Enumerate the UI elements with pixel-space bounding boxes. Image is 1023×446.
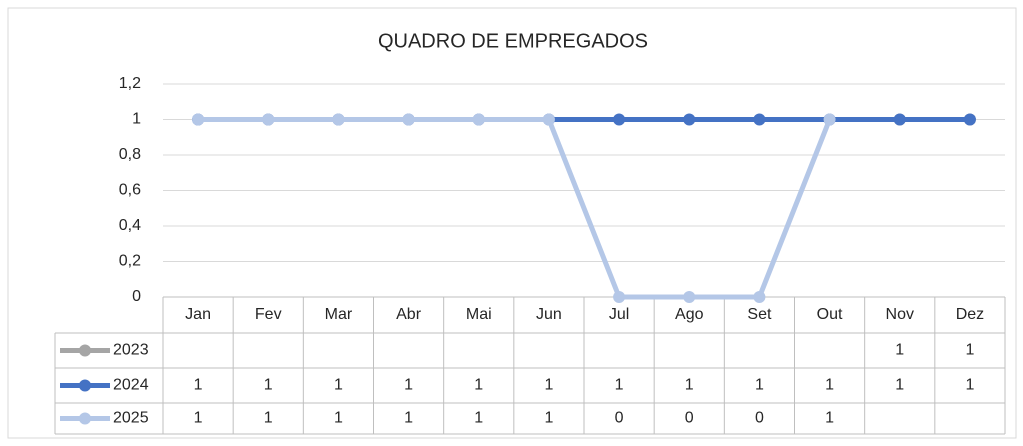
x-tick-label: Jul: [609, 306, 629, 323]
point: [402, 113, 415, 126]
table-cell: 1: [194, 377, 203, 394]
table-cell: 1: [965, 377, 974, 394]
table-cell: 0: [685, 410, 694, 427]
chart-border: [7, 7, 1017, 439]
point: [963, 113, 976, 126]
legend-label: 2025: [113, 410, 149, 427]
table-cell: 1: [334, 410, 343, 427]
y-tick-label: 0,6: [119, 182, 141, 199]
table-cell: 1: [404, 377, 413, 394]
table-cell: 1: [404, 410, 413, 427]
legend-key-marker: [79, 344, 91, 357]
legend-key-marker: [79, 412, 91, 425]
x-tick-label: Dez: [956, 306, 984, 323]
point: [472, 113, 485, 126]
legend-key-marker: [79, 379, 91, 392]
table-cell: 1: [544, 377, 553, 394]
series-line: [198, 117, 832, 300]
y-tick-label: 0,2: [119, 253, 141, 270]
table-cell: 1: [544, 410, 553, 427]
point: [262, 113, 275, 126]
x-tick-label: Ago: [675, 306, 704, 323]
y-tick-label: 0: [132, 288, 141, 305]
x-tick-label: Mai: [466, 306, 492, 323]
point: [613, 291, 626, 303]
point: [683, 291, 696, 303]
x-tick-label: Jan: [185, 306, 211, 323]
point: [753, 291, 766, 303]
x-tick-label: Mar: [325, 306, 353, 323]
point: [683, 113, 696, 126]
table-cell: 1: [194, 410, 203, 427]
y-tick-label: 1: [132, 111, 141, 128]
x-tick-label: Fev: [255, 306, 282, 323]
table-cell: 1: [895, 377, 904, 394]
table-cell: 1: [825, 377, 834, 394]
legend-label: 2024: [113, 377, 149, 394]
x-tick-label: Jun: [536, 306, 562, 323]
point: [893, 113, 906, 126]
table-cell: 0: [755, 410, 764, 427]
point: [613, 113, 626, 126]
point: [823, 113, 836, 126]
table-cell: 1: [474, 410, 483, 427]
point: [192, 113, 205, 126]
point: [542, 113, 555, 126]
y-tick-label: 0,4: [119, 217, 141, 234]
point: [753, 113, 766, 126]
x-tick-label: Abr: [396, 306, 422, 323]
table-cell: 1: [334, 377, 343, 394]
table-cell: 1: [895, 342, 904, 359]
point: [332, 113, 345, 126]
x-tick-label: Out: [817, 306, 843, 323]
legend-label: 2023: [113, 342, 149, 359]
table-cell: 1: [615, 377, 624, 394]
table-cell: 1: [755, 377, 764, 394]
table-cell: 1: [264, 410, 273, 427]
table-cell: 0: [615, 410, 624, 427]
y-tick-label: 0,8: [119, 146, 141, 163]
table-cell: 1: [474, 377, 483, 394]
table-cell: 1: [825, 410, 834, 427]
x-tick-label: Set: [747, 306, 772, 323]
y-tick-label: 1,2: [119, 75, 141, 92]
x-tick-label: Nov: [886, 306, 914, 323]
table-cell: 1: [685, 377, 694, 394]
table-cell: 1: [965, 342, 974, 359]
chart-title: QUADRO DE EMPREGADOS: [378, 30, 648, 52]
table-cell: 1: [264, 377, 273, 394]
